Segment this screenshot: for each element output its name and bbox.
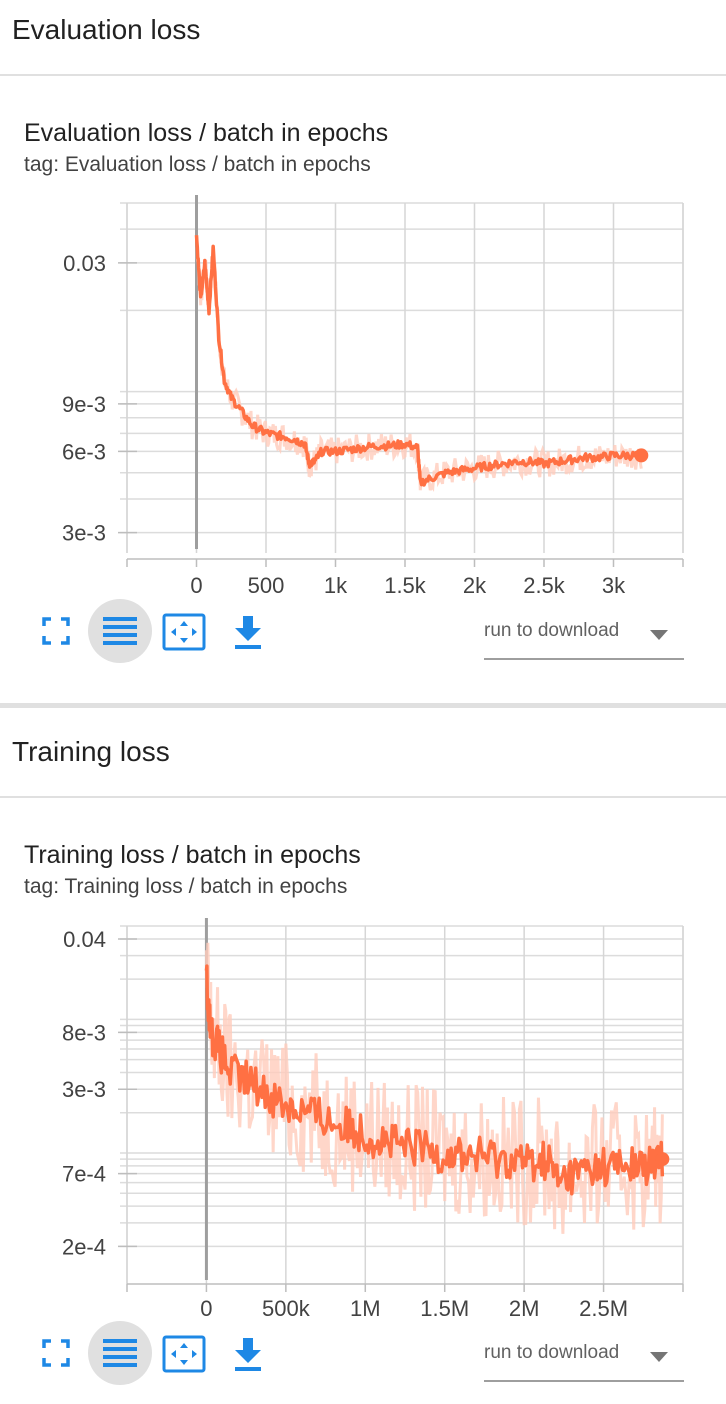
training-loss-chart[interactable]: 0 500k 1M 1.5M 2M 2.5M 0.04 8e-3 3e-3 7e-4 2e-4 bbox=[0, 918, 726, 1330]
smoothed-series-line bbox=[204, 964, 665, 1196]
x-tick-label: 0 bbox=[190, 573, 202, 595]
log-scale-toggle-background bbox=[88, 599, 152, 663]
x-tick-label: 0 bbox=[200, 1296, 212, 1321]
fit-domain-icon bbox=[162, 1335, 206, 1373]
fit-domain-button[interactable] bbox=[162, 1334, 206, 1374]
run-to-download-select[interactable]: run to download bbox=[484, 1328, 684, 1382]
fit-domain-button[interactable] bbox=[162, 612, 206, 652]
fullscreen-icon bbox=[42, 1339, 70, 1367]
log-scale-toggle-background bbox=[88, 1321, 152, 1385]
card-tag: tag: Evaluation loss / batch in epochs bbox=[24, 153, 371, 176]
smoothed-series-line bbox=[194, 235, 642, 487]
y-tick-label: 3e-3 bbox=[62, 521, 106, 546]
x-tick-label: 1M bbox=[350, 1296, 381, 1321]
series-end-point bbox=[655, 1152, 670, 1167]
y-tick-label: 9e-3 bbox=[62, 392, 106, 417]
y-tick-label: 0.03 bbox=[63, 251, 106, 276]
y-tick-label: 2e-4 bbox=[62, 1234, 106, 1259]
y-tick-label: 8e-3 bbox=[62, 1020, 106, 1045]
x-tick-label: 2.5M bbox=[579, 1296, 628, 1321]
card-title: Training loss / batch in epochs bbox=[24, 841, 361, 869]
fullscreen-button[interactable] bbox=[38, 613, 74, 649]
section-separator bbox=[0, 703, 726, 708]
fullscreen-button[interactable] bbox=[38, 1335, 74, 1371]
run-to-download-select[interactable]: run to download bbox=[484, 606, 684, 660]
log-scale-button[interactable] bbox=[102, 613, 138, 649]
x-tick-label: 500k bbox=[262, 1296, 311, 1321]
download-button[interactable] bbox=[230, 612, 266, 652]
x-tick-label: 2M bbox=[509, 1296, 540, 1321]
section-evaluation-loss: Evaluation loss Evaluation loss / batch … bbox=[0, 14, 726, 663]
x-tick-label: 1.5M bbox=[420, 1296, 469, 1321]
chevron-down-icon bbox=[650, 1352, 668, 1362]
series-end-point bbox=[634, 448, 649, 463]
y-tick-label: 0.04 bbox=[63, 927, 106, 952]
y-tick-label: 6e-3 bbox=[62, 439, 106, 464]
section-divider bbox=[0, 796, 726, 798]
section-divider bbox=[0, 74, 726, 76]
y-tick-label: 7e-4 bbox=[62, 1162, 106, 1187]
section-title: Evaluation loss bbox=[12, 14, 201, 45]
section-title: Training loss bbox=[12, 736, 170, 767]
log-scale-button[interactable] bbox=[102, 1335, 138, 1371]
fullscreen-icon bbox=[42, 617, 70, 645]
toggle-log-scale-icon bbox=[103, 617, 137, 645]
section-training-loss: Training loss Training loss / batch in e… bbox=[0, 708, 726, 1404]
toggle-log-scale-icon bbox=[103, 1339, 137, 1367]
download-button[interactable] bbox=[230, 1334, 266, 1374]
dropdown-label: run to download bbox=[484, 620, 620, 641]
y-tick-label: 3e-3 bbox=[62, 1077, 106, 1102]
x-tick-label: 3k bbox=[602, 573, 626, 595]
dropdown-label: run to download bbox=[484, 1342, 620, 1363]
evaluation-loss-chart[interactable]: 0 500 1k 1.5k 2k 2.5k 3k 0.03 9e-3 6e-3 3e-3 bbox=[0, 195, 726, 595]
x-tick-label: 500 bbox=[248, 573, 285, 595]
download-icon bbox=[235, 1338, 261, 1371]
x-tick-label: 1.5k bbox=[384, 573, 427, 595]
x-tick-label: 2k bbox=[463, 573, 487, 595]
card-tag: tag: Training loss / batch in epochs bbox=[24, 875, 348, 898]
download-icon bbox=[235, 616, 261, 649]
x-tick-label: 1k bbox=[324, 573, 348, 595]
fit-domain-icon bbox=[162, 613, 206, 651]
card-title: Evaluation loss / batch in epochs bbox=[24, 119, 389, 147]
chevron-down-icon bbox=[650, 630, 668, 640]
x-tick-label: 2.5k bbox=[523, 573, 566, 595]
